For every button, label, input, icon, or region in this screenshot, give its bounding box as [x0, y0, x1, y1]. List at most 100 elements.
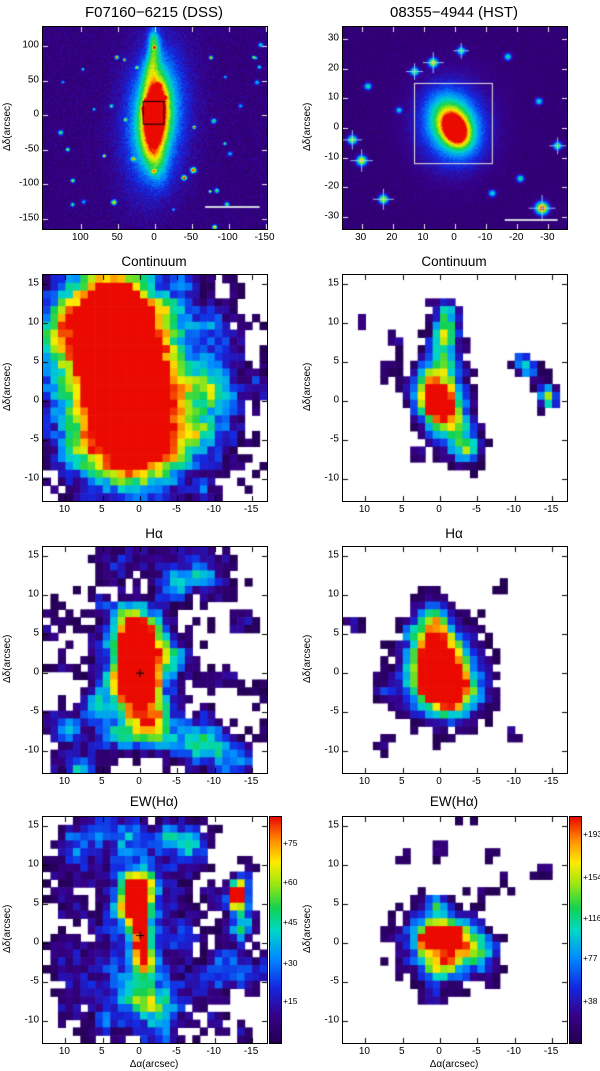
panel-title: Hα	[145, 526, 163, 541]
panel-halpha-right: Hα Δδ(arcsec) -10 -5 0 5 10 15 10 5 0 -5 -10 -15	[300, 520, 600, 792]
panel-hst-image: 08355−4944 (HST) Δδ(arcsec) 30 20 10 0 -10 -2…	[300, 0, 600, 248]
y-tick-labels: -10 -5 0 5 10 15	[312, 816, 339, 1042]
y-tick-label: 0	[33, 394, 39, 406]
x-tick-labels: 100 50 0 -50 -100 -150	[42, 231, 275, 245]
colorbar-tick-label: +30	[283, 957, 298, 968]
x-tick-label: -5	[171, 776, 181, 787]
y-tick-label: -100	[18, 177, 39, 189]
x-tick-label: 30	[355, 232, 367, 243]
x-tick-label: 20	[386, 232, 398, 243]
ew-right-map-canvas	[343, 817, 567, 1043]
colorbar-tick-label: +77	[583, 953, 598, 964]
colorbar-tick-label: +154	[583, 872, 600, 883]
x-tick-label: 10	[358, 1046, 370, 1057]
y-tick-label: 10	[27, 316, 39, 328]
halpha-left-map-canvas	[43, 547, 267, 773]
y-tick-label: -10	[24, 472, 39, 484]
y-tick-label: -5	[30, 433, 39, 445]
x-tick-label: 5	[98, 504, 105, 515]
x-tick-label: 0	[151, 232, 157, 243]
y-tick-label: -5	[330, 975, 339, 987]
x-tick-label: 0	[136, 776, 142, 787]
y-tick-label: 15	[27, 277, 39, 289]
y-tick-label: -10	[24, 1014, 39, 1026]
y-tick-label: 0	[333, 666, 339, 678]
panel-ew-right: EW(Hα) Δδ(arcsec) -10 -5 0 5 10 15 +193 +154 +1…	[300, 792, 600, 1071]
x-tick-label: -15	[543, 1046, 559, 1057]
colorbar-tick-label: +193	[583, 829, 600, 840]
y-tick-label: 15	[27, 549, 39, 561]
x-tick-label: -5	[171, 504, 181, 515]
y-tick-label: -150	[18, 212, 39, 224]
x-tick-label: -5	[171, 1046, 181, 1057]
x-tick-labels: 10 5 0 -5 -10 -15	[342, 775, 568, 789]
x-tick-label: 0	[436, 1046, 442, 1057]
y-tick-label: -30	[324, 210, 339, 222]
panel-title: Hα	[445, 526, 463, 541]
x-tick-label: 5	[98, 1046, 105, 1057]
x-axis-label: Δα(arcsec)	[429, 1059, 479, 1070]
plot-frame	[342, 26, 568, 230]
x-tick-label: 5	[98, 776, 105, 787]
y-tick-labels: 30 20 10 0 -10 -20 -30	[312, 26, 339, 228]
x-tick-label: 10	[417, 232, 429, 243]
y-tick-label: 50	[27, 74, 39, 86]
colorbar-gradient	[570, 817, 581, 1043]
plot-frame	[42, 816, 268, 1044]
x-tick-label: -15	[243, 1046, 259, 1057]
colorbar-tick-label: +116	[583, 912, 600, 923]
x-tick-label: 50	[111, 232, 123, 243]
y-tick-label: -5	[330, 705, 339, 717]
plot-frame	[342, 816, 568, 1044]
y-tick-label: 5	[333, 355, 339, 367]
x-tick-label: -10	[506, 1046, 521, 1057]
colorbar-labels: +193 +154 +116 +77 +38	[583, 816, 600, 1042]
x-tick-labels: 30 20 10 0 -10 -20 -30	[342, 231, 568, 245]
plot-frame	[42, 26, 268, 230]
y-tick-labels: -10 -5 0 5 10 15	[12, 816, 39, 1042]
continuum-right-map-canvas	[343, 275, 567, 501]
x-tick-label: 10	[58, 776, 70, 787]
x-tick-label: 5	[398, 504, 405, 515]
y-tick-label: 0	[333, 121, 339, 133]
y-tick-label: -10	[324, 151, 339, 163]
panel-continuum-left: Continuum Δδ(arcsec) -10 -5 0 5 10 15 10 5 0 -5-…	[0, 248, 300, 520]
y-tick-label: 100	[22, 39, 39, 51]
x-tick-label: -15	[543, 504, 559, 515]
x-tick-label: 0	[136, 504, 142, 515]
y-tick-label: 5	[33, 897, 39, 909]
y-tick-labels: -10 -5 0 5 10 15	[12, 274, 39, 500]
x-tick-labels: 10 5 0 -5 -10 -15	[42, 775, 268, 789]
y-tick-label: 15	[27, 819, 39, 831]
y-tick-label: 0	[33, 108, 39, 120]
x-tick-labels: 10 5 0 -5 -10 -15	[42, 503, 268, 517]
y-tick-label: -10	[24, 744, 39, 756]
y-tick-label: 10	[327, 91, 339, 103]
y-tick-label: 10	[327, 588, 339, 600]
y-tick-label: 0	[33, 936, 39, 948]
x-tick-label: -20	[508, 232, 524, 243]
y-tick-labels: -10 -5 0 5 10 15	[312, 546, 339, 772]
panel-halpha-left: Hα Δδ(arcsec) -10 -5 0 5 10 15 10 5 0 -5 -10 -15	[0, 520, 300, 792]
hst-image-canvas	[343, 27, 567, 229]
plot-frame	[342, 546, 568, 774]
y-tick-label: 15	[327, 277, 339, 289]
y-tick-label: -10	[324, 744, 339, 756]
y-tick-label: -5	[30, 975, 39, 987]
y-tick-label: 10	[27, 588, 39, 600]
y-tick-label: -20	[324, 180, 339, 192]
plot-frame	[342, 274, 568, 502]
y-tick-label: -5	[30, 705, 39, 717]
plot-frame	[42, 546, 268, 774]
halpha-right-map-canvas	[343, 547, 567, 773]
panel-title: F07160−6215 (DSS)	[84, 4, 223, 21]
y-tick-label: 0	[33, 666, 39, 678]
x-tick-labels: 10 5 0 -5 -10 -15	[342, 1045, 568, 1059]
y-tick-label: 10	[327, 316, 339, 328]
x-tick-labels: 10 5 0 -5 -10 -15	[342, 503, 568, 517]
x-tick-label: -30	[540, 232, 555, 243]
x-tick-label: -5	[471, 776, 481, 787]
panel-ew-left: EW(Hα) Δδ(arcsec) -10 -5 0 5 10 15 +75 +60 +45 +…	[0, 792, 300, 1071]
x-tick-label: -10	[477, 232, 493, 243]
